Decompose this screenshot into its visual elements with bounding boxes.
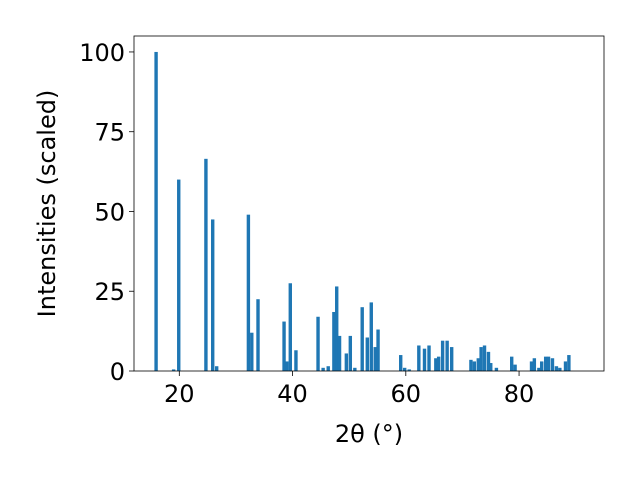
- y-axis-label: Intensities (scaled): [33, 90, 61, 318]
- bar: [482, 345, 487, 371]
- bar: [422, 348, 427, 371]
- bar: [510, 356, 514, 371]
- bar: [399, 355, 403, 371]
- bar: [316, 316, 320, 371]
- x-tick-label: 40: [277, 380, 308, 408]
- plot-frame: [133, 35, 605, 372]
- x-tick-label: 60: [391, 380, 422, 408]
- bar: [558, 367, 562, 371]
- bar: [402, 367, 407, 371]
- bar: [537, 367, 541, 371]
- bar: [567, 355, 571, 371]
- bar: [177, 179, 181, 371]
- bar: [445, 340, 449, 371]
- bar: [550, 358, 555, 371]
- bar: [246, 214, 251, 371]
- bar: [214, 366, 219, 371]
- x-axis: 20 40 60 80: [164, 371, 534, 408]
- bar: [154, 51, 158, 371]
- bar: [546, 356, 551, 371]
- bar: [348, 335, 353, 371]
- bar: [344, 353, 349, 371]
- y-tick-label: 0: [110, 358, 125, 386]
- bar: [434, 358, 438, 371]
- bar: [294, 350, 298, 371]
- bar: [543, 356, 548, 371]
- bar: [171, 369, 176, 371]
- bar: [211, 219, 215, 371]
- bar: [326, 366, 330, 371]
- bar: [479, 347, 483, 371]
- y-tick-label: 50: [94, 198, 125, 226]
- bar: [365, 337, 369, 371]
- bar: [321, 367, 325, 371]
- y-tick-label: 75: [94, 119, 125, 147]
- bar: [250, 332, 254, 371]
- bar: [373, 347, 377, 371]
- bar: [417, 345, 421, 371]
- bar: [436, 356, 441, 371]
- x-tick-label: 80: [504, 380, 535, 408]
- bar: [554, 366, 559, 371]
- bar: [489, 363, 493, 371]
- bar: [285, 361, 289, 371]
- bar: [563, 361, 568, 371]
- bar: [360, 307, 364, 371]
- bar: [332, 311, 336, 371]
- bar: [288, 283, 292, 371]
- bar: [376, 329, 380, 371]
- bar: [204, 158, 208, 371]
- y-tick-label: 25: [94, 278, 125, 306]
- x-axis-label: 2θ (°): [335, 420, 403, 448]
- bar: [353, 367, 357, 371]
- bar: [282, 321, 286, 371]
- y-tick-label: 100: [79, 39, 125, 67]
- y-axis: 0 25 50 75 100: [79, 39, 134, 386]
- bar: [513, 364, 517, 371]
- bar: [256, 299, 260, 371]
- bar: [407, 369, 411, 371]
- bar: [529, 361, 534, 371]
- bars-group: [154, 51, 571, 371]
- bar: [469, 359, 473, 371]
- bar: [440, 340, 445, 371]
- bar: [532, 358, 537, 371]
- bar: [486, 351, 491, 371]
- bar: [335, 286, 339, 371]
- x-tick-label: 20: [164, 380, 195, 408]
- bar: [476, 358, 480, 371]
- bar: [472, 361, 477, 371]
- bar: [337, 335, 342, 371]
- bar: [449, 347, 454, 371]
- bar: [540, 361, 544, 371]
- bar: [427, 345, 431, 371]
- bar: [369, 302, 373, 371]
- bar: [494, 367, 499, 371]
